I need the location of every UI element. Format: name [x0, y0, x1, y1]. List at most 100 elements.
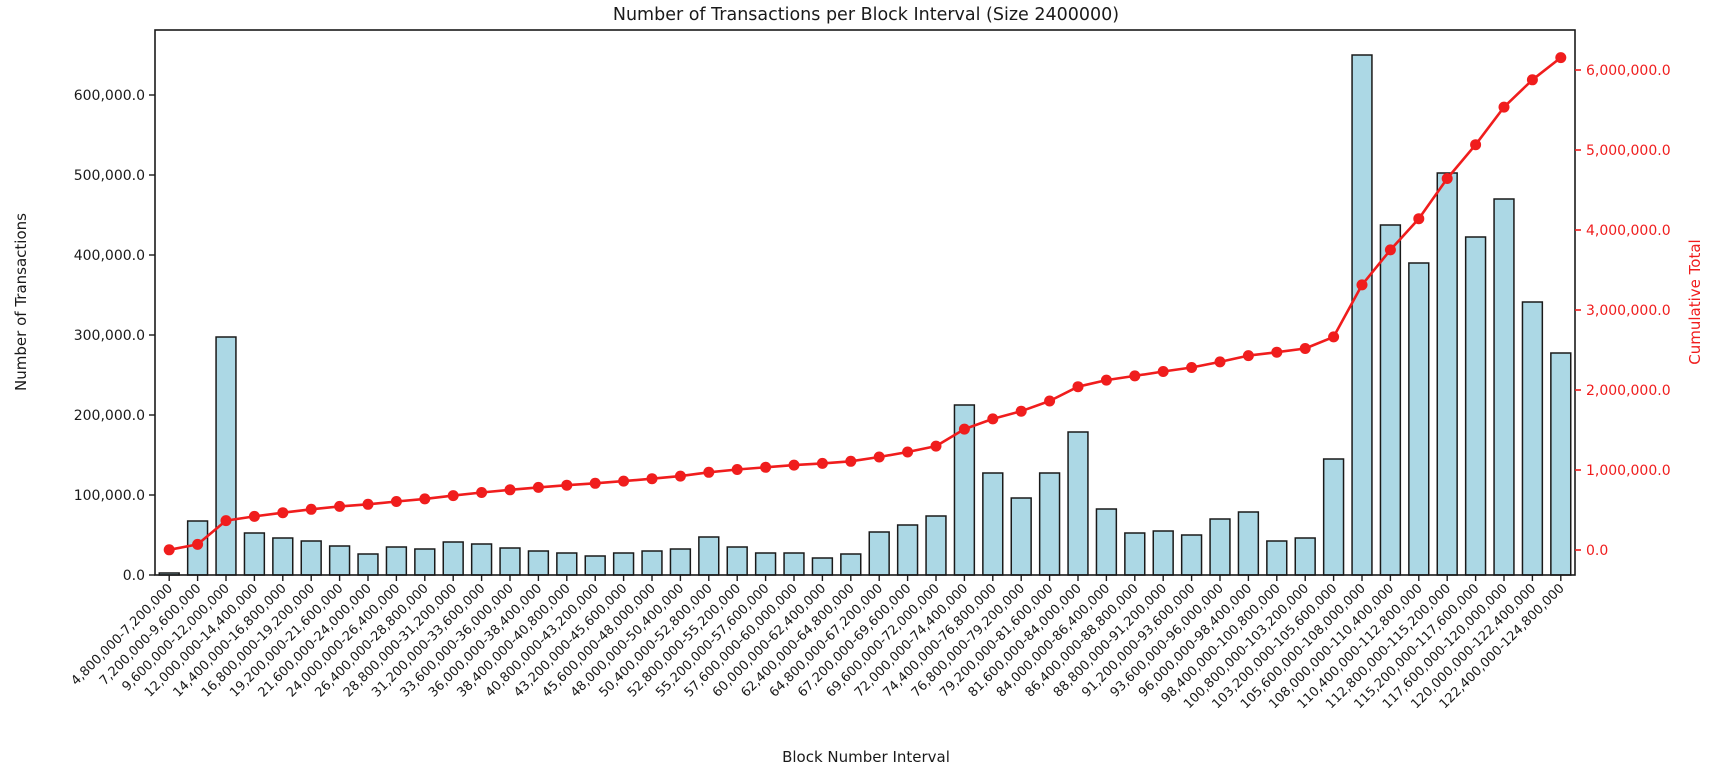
plot-frame [154, 29, 1576, 576]
cumulative-dot [589, 477, 601, 489]
cumulative-dot [845, 455, 857, 467]
bar [1464, 236, 1487, 576]
bar [754, 552, 777, 576]
bar [669, 548, 692, 576]
y-axis-left-title: Number of Transactions [12, 213, 30, 391]
bar [1095, 508, 1118, 576]
bar [868, 531, 890, 576]
y-right-tick-label: 6,000,000.0 [1586, 63, 1671, 79]
bar [1379, 224, 1402, 576]
cumulative-dot [1100, 374, 1112, 386]
y-left-tick-label: 400,000.0 [74, 248, 145, 264]
bar [1152, 530, 1174, 576]
bar [1124, 532, 1146, 576]
cumulative-dot [1384, 244, 1396, 256]
cumulative-dot [930, 440, 942, 452]
cumulative-dot [1242, 350, 1254, 362]
bar [698, 536, 720, 576]
cumulative-dot [504, 484, 516, 496]
bar [470, 543, 493, 576]
bar [357, 553, 379, 576]
bar [442, 541, 464, 576]
y-right-tick-label: 3,000,000.0 [1586, 303, 1671, 319]
cumulative-dot [362, 498, 374, 510]
y-left-tick-label: 300,000.0 [74, 328, 145, 344]
cumulative-dot [220, 515, 232, 527]
bar [1266, 540, 1288, 576]
bar [612, 552, 635, 576]
bar [527, 550, 550, 576]
y-right-tick-label: 5,000,000.0 [1586, 143, 1671, 159]
bar [1237, 511, 1260, 576]
bar [1209, 518, 1231, 576]
bar [499, 547, 521, 576]
bar [1038, 472, 1061, 576]
cumulative-dot [1299, 343, 1311, 354]
cumulative-dot [419, 493, 431, 505]
y-right-tick-label: 2,000,000.0 [1586, 383, 1671, 399]
cumulative-dot [561, 479, 573, 491]
cumulative-dot [1271, 346, 1283, 358]
bar [726, 546, 748, 576]
cumulative-dot [277, 507, 289, 519]
cumulative-dot [760, 461, 772, 473]
bar [925, 515, 947, 576]
y-left-tick-label: 600,000.0 [74, 88, 145, 104]
cumulative-dot [1356, 279, 1368, 291]
cumulative-dot [1015, 405, 1027, 417]
bar [1294, 537, 1316, 576]
cumulative-dot [1413, 213, 1425, 225]
bar [840, 553, 862, 576]
bar [1322, 458, 1345, 576]
cumulative-dot [646, 473, 658, 485]
bar [272, 537, 294, 576]
cumulative-dot [618, 475, 630, 487]
bar [1351, 54, 1373, 576]
bar [1067, 431, 1089, 576]
cumulative-dot [1214, 356, 1226, 368]
y-axis-right-title: Cumulative Total [1686, 239, 1704, 364]
bar [1550, 352, 1572, 576]
bar [414, 548, 436, 576]
x-axis-title: Block Number Interval [782, 748, 950, 766]
bar [1521, 301, 1544, 576]
y-right-tick-label: 0.0 [1586, 543, 1608, 559]
bar [328, 545, 351, 576]
bar [783, 552, 805, 576]
cumulative-dot [902, 446, 914, 458]
cumulative-dot [248, 510, 260, 522]
bar [1493, 198, 1515, 576]
bar [556, 552, 578, 576]
cumulative-dot [1186, 362, 1198, 373]
bar [215, 336, 237, 576]
bar [1010, 497, 1032, 576]
cumulative-dot [1157, 366, 1169, 377]
bar [811, 557, 834, 576]
cumulative-dot [1072, 381, 1084, 393]
cumulative-dot [476, 487, 488, 498]
y-right-tick-label: 1,000,000.0 [1586, 463, 1671, 479]
bar [1436, 172, 1458, 576]
y-left-tick-label: 0.0 [123, 568, 145, 584]
bar [300, 540, 322, 576]
chart-title: Number of Transactions per Block Interva… [613, 5, 1119, 25]
cumulative-dot [305, 503, 317, 515]
bar [982, 472, 1004, 576]
cumulative-dot [873, 451, 885, 463]
cumulative-dot [1441, 173, 1453, 184]
y-left-tick-label: 200,000.0 [74, 408, 145, 424]
cumulative-dot [1526, 74, 1538, 86]
cumulative-dot [532, 481, 544, 493]
bar [1180, 534, 1203, 576]
bar [385, 546, 408, 576]
y-right-tick-label: 4,000,000.0 [1586, 223, 1671, 239]
cumulative-dot [731, 464, 743, 475]
bar [243, 532, 266, 576]
cumulative-dot [1555, 52, 1567, 64]
cumulative-dot [390, 496, 402, 507]
cumulative-dot [163, 544, 175, 556]
cumulative-dot [1129, 370, 1141, 382]
cumulative-dot [788, 459, 800, 471]
cumulative-dot [987, 413, 999, 425]
